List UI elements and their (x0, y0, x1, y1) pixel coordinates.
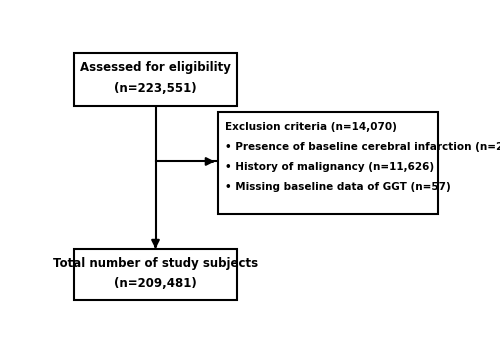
Text: (n=223,551): (n=223,551) (114, 82, 197, 95)
Text: Assessed for eligibility: Assessed for eligibility (80, 61, 231, 74)
Text: • History of malignancy (n=11,626): • History of malignancy (n=11,626) (226, 162, 434, 172)
FancyBboxPatch shape (74, 53, 237, 106)
Text: (n=209,481): (n=209,481) (114, 277, 197, 290)
Text: • Presence of baseline cerebral infarction (n=2,387): • Presence of baseline cerebral infarcti… (226, 142, 500, 152)
Text: • Missing baseline data of GGT (n=57): • Missing baseline data of GGT (n=57) (226, 182, 451, 192)
FancyBboxPatch shape (74, 249, 237, 300)
Text: Total number of study subjects: Total number of study subjects (53, 257, 258, 270)
Text: Exclusion criteria (n=14,070): Exclusion criteria (n=14,070) (226, 121, 397, 132)
FancyBboxPatch shape (218, 112, 438, 214)
